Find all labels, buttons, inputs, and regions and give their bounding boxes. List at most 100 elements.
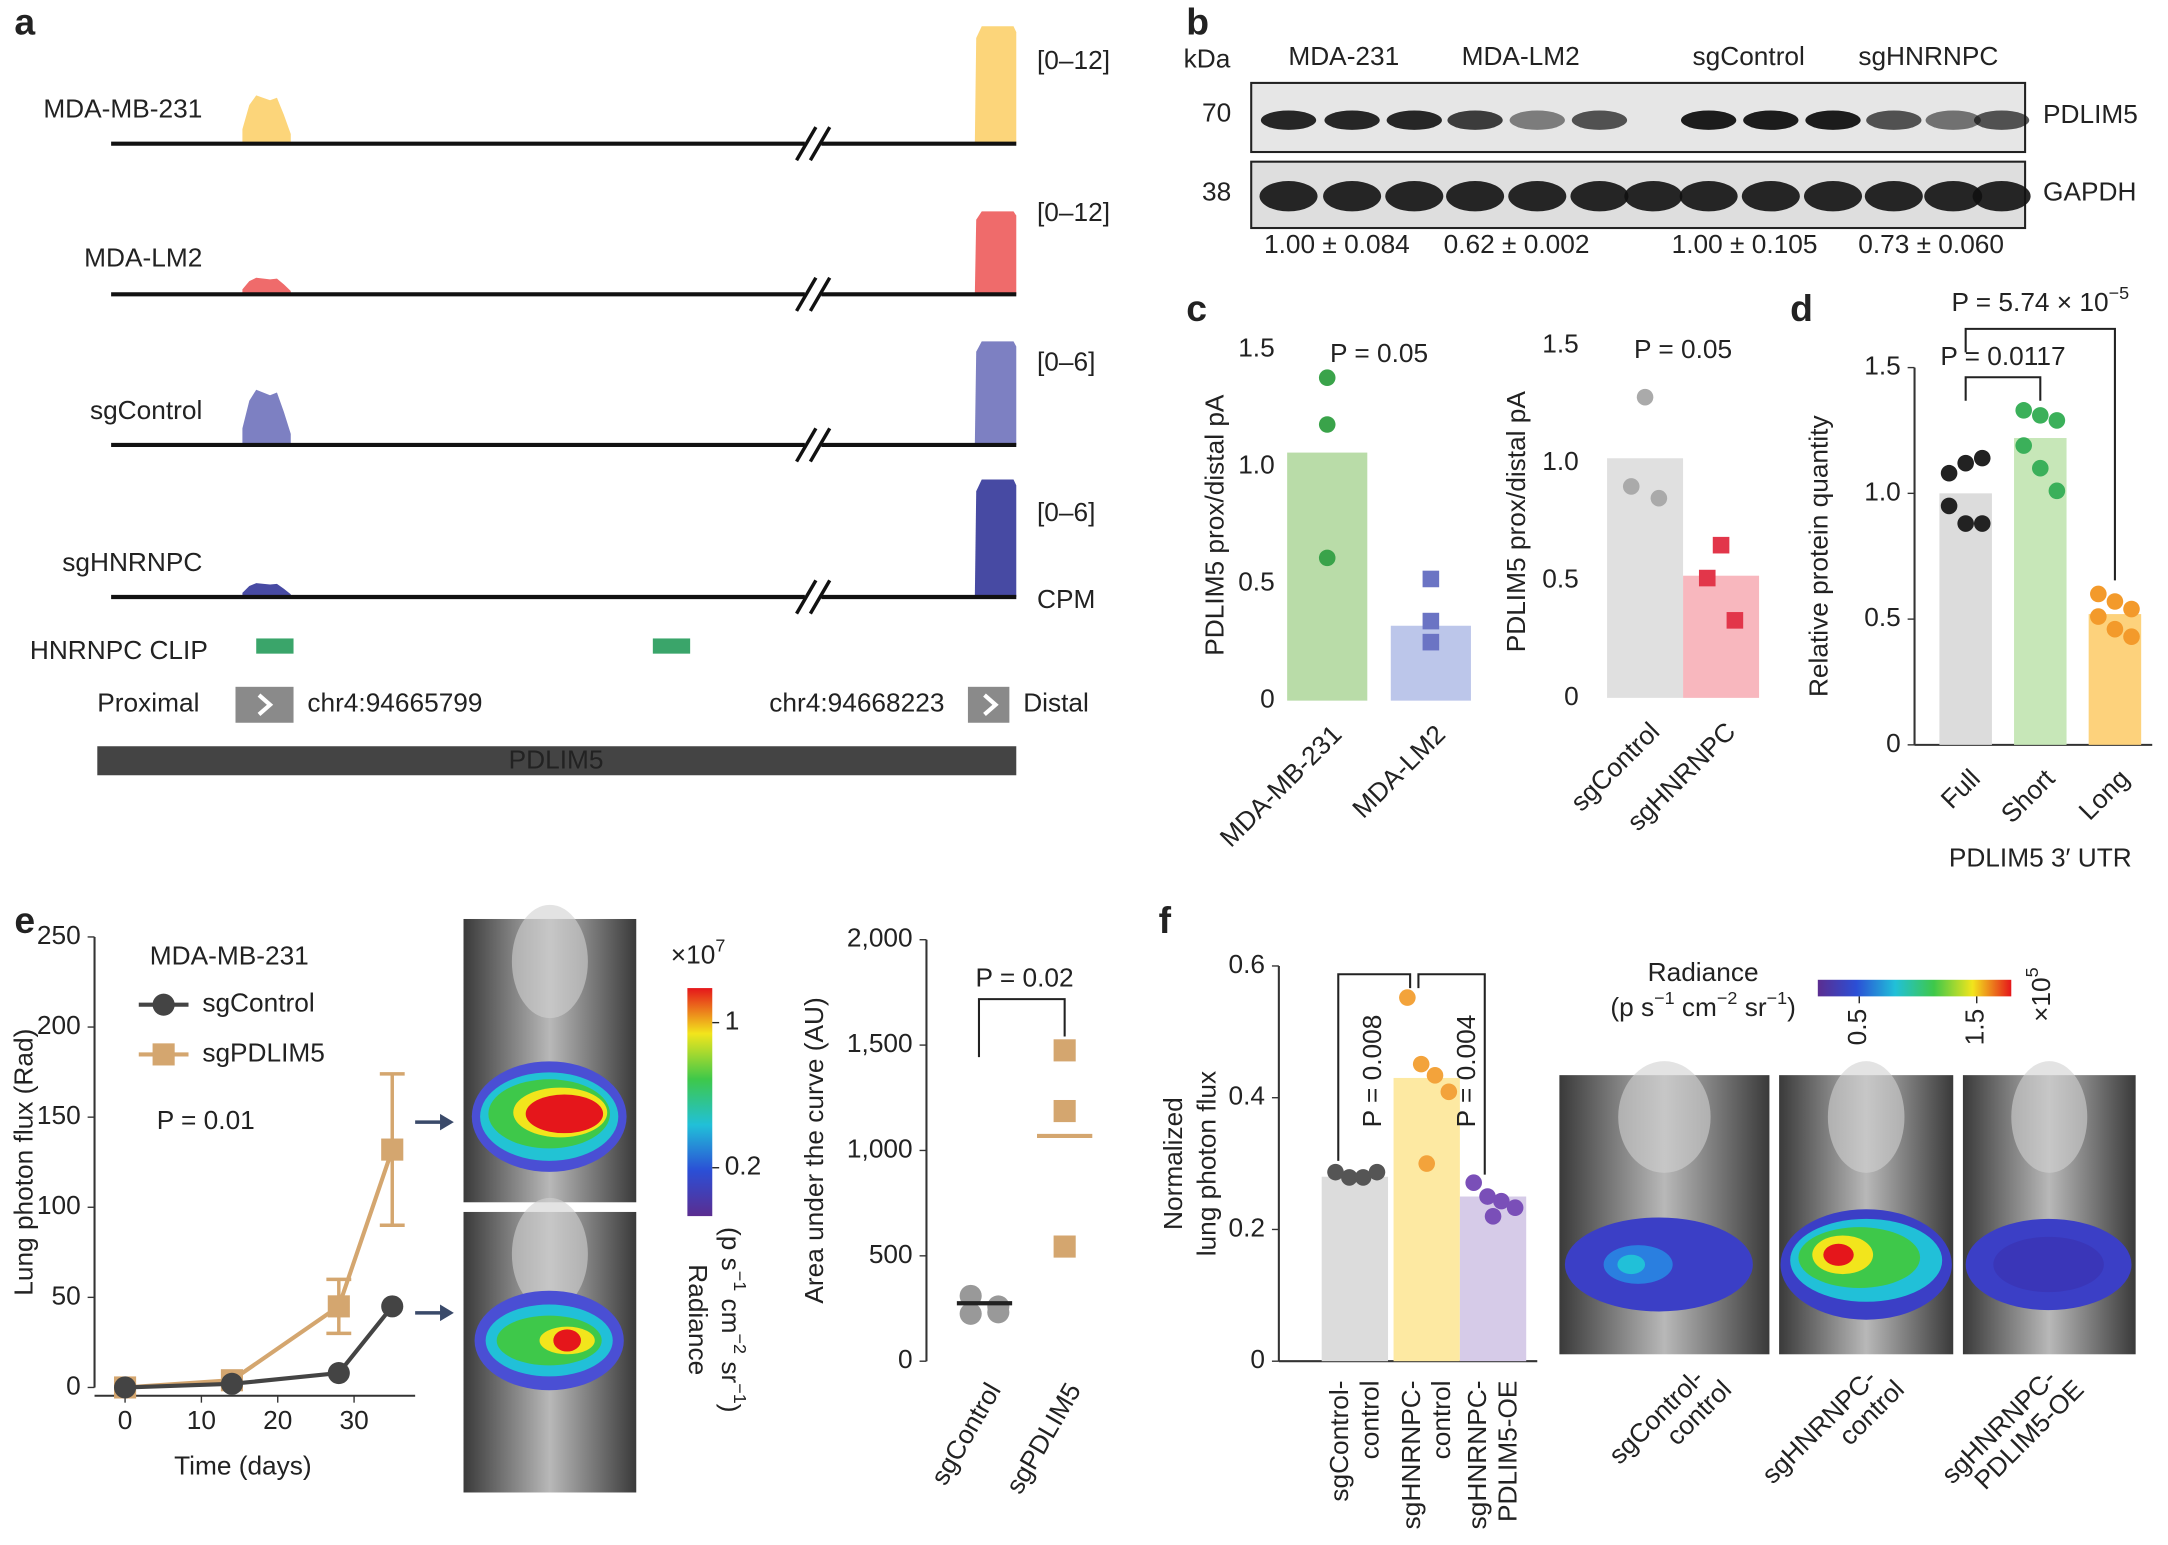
band	[1743, 110, 1799, 130]
point	[1712, 536, 1730, 554]
point	[1053, 1099, 1076, 1123]
label-part: )	[716, 1404, 746, 1413]
mouse-head	[1618, 1061, 1711, 1173]
x-tick-label: MDA-LM2	[1346, 719, 1451, 824]
gene-bar	[97, 746, 1017, 776]
x-tick-label: Short	[1995, 763, 2061, 829]
label-part: −5	[2109, 283, 2129, 303]
annotation: P = 0.05	[1634, 334, 1732, 364]
y-tick-label: 1.0	[1542, 446, 1579, 476]
band	[1259, 181, 1318, 212]
point	[220, 1372, 243, 1395]
gene-name: PDLIM5	[509, 744, 604, 774]
colorbar	[1817, 979, 2012, 997]
break-mark	[795, 126, 818, 162]
label-part: −1	[1767, 988, 1787, 1008]
coordinate: chr4:94665799	[307, 688, 482, 718]
point	[2032, 459, 2049, 477]
legend-title: MDA-MB-231	[150, 941, 309, 971]
protein-name: GAPDH	[2043, 176, 2136, 206]
panel-letter: e	[14, 899, 35, 941]
x-tick-label: 10	[187, 1405, 216, 1435]
band	[1741, 181, 1800, 212]
point	[327, 1361, 350, 1385]
point	[1506, 1199, 1524, 1217]
y-tick-label: 0	[1564, 681, 1579, 711]
bracket	[1417, 973, 1486, 1175]
track-range: [0–6]	[1037, 346, 1095, 376]
break-mark	[795, 427, 818, 463]
point	[2048, 482, 2066, 500]
panel-letter: d	[1790, 287, 1813, 329]
point	[1622, 478, 1640, 495]
colorbar	[687, 988, 713, 1217]
bracket	[1337, 973, 1412, 1161]
point	[1636, 388, 1654, 406]
point	[1422, 570, 1440, 588]
bar	[1287, 452, 1368, 701]
point	[1940, 497, 1958, 515]
bar	[1321, 1176, 1389, 1362]
chevron	[983, 693, 999, 717]
quantification: 0.73 ± 0.060	[1858, 229, 2004, 259]
y-tick-label: 0	[1886, 728, 1901, 758]
mouse-head	[511, 904, 588, 1019]
point	[2048, 412, 2066, 429]
annotation: P = 5.74 × 10−5	[1951, 283, 2129, 317]
y-tick-label: 1.5	[1864, 351, 1901, 381]
quantification: 0.62 ± 0.002	[1444, 229, 1590, 259]
coverage-peak	[974, 211, 1017, 295]
signal	[553, 1329, 581, 1352]
band	[1805, 110, 1861, 130]
colorbar-scale: ×105	[2022, 967, 2056, 1022]
clip-site	[256, 638, 294, 654]
arrow-head	[440, 1304, 454, 1322]
lane-group: MDA-231	[1288, 41, 1399, 71]
point	[1465, 1174, 1482, 1191]
track-name: MDA-LM2	[84, 243, 202, 273]
band	[1925, 110, 1981, 130]
x-tick-label: 30	[339, 1405, 368, 1435]
point	[2106, 620, 2124, 638]
band	[1260, 110, 1317, 130]
band	[1323, 181, 1382, 212]
bracket	[1964, 376, 2042, 401]
y-tick-label: 250	[37, 920, 81, 950]
quantification: 1.00 ± 0.105	[1672, 229, 1818, 259]
point	[1940, 464, 1958, 482]
clip-label: HNRNPC CLIP	[30, 635, 208, 665]
x-tick-label: 20	[263, 1405, 292, 1435]
lane-group: MDA-LM2	[1462, 41, 1580, 71]
break-mark	[808, 427, 832, 463]
panel-letter: c	[1186, 287, 1207, 329]
legend-entry: sgPDLIM5	[202, 1037, 325, 1067]
band	[1924, 181, 1983, 212]
point	[381, 1295, 404, 1318]
coordinate: chr4:94668223	[769, 688, 944, 718]
point	[1479, 1188, 1496, 1205]
coverage-peak	[242, 95, 291, 144]
break-mark	[795, 276, 818, 312]
label-part: −2	[1717, 988, 1737, 1008]
y-tick-label: 0.4	[1229, 1081, 1266, 1111]
point	[1318, 369, 1336, 387]
y-tick-label: 500	[869, 1239, 913, 1269]
track-range: [0–6]	[1037, 497, 1095, 527]
point	[2015, 402, 2033, 419]
label-part: −1	[730, 1383, 750, 1403]
proximal-label: Proximal	[97, 688, 199, 718]
x-tick-label: PDLIM5-OE	[1493, 1381, 1523, 1523]
x-tick-label: sgHNRNPC-	[1462, 1381, 1492, 1530]
label-part: P = 5.74 × 10	[1951, 287, 2108, 317]
y-tick-label: 1.0	[1864, 476, 1901, 506]
clip-site	[652, 638, 691, 654]
x-axis-label: Time (days)	[174, 1451, 312, 1481]
point	[1484, 1207, 1502, 1225]
signal	[525, 1094, 604, 1134]
annotation: P = 0.008	[1357, 1015, 1387, 1128]
band	[1680, 110, 1737, 130]
y-axis-label: Normalized	[1158, 1097, 1188, 1230]
y-tick-label: 1,500	[847, 1028, 913, 1058]
y-tick-label: 1,000	[847, 1133, 913, 1163]
colorbar-tick-label: 0.2	[725, 1151, 762, 1181]
